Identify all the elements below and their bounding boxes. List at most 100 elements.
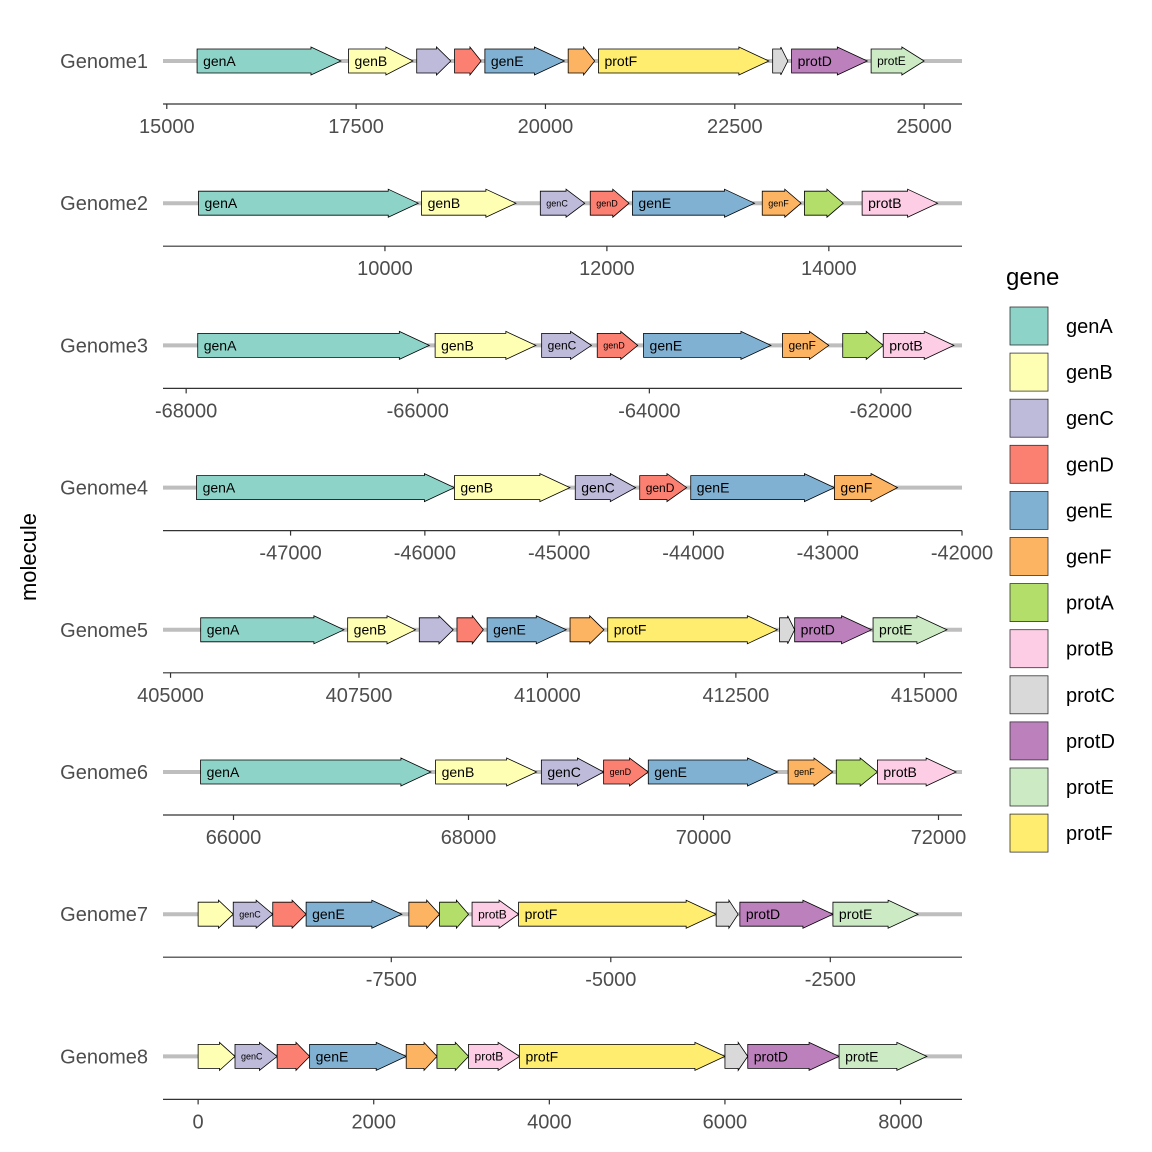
molecule-label: Genome8: [60, 1046, 148, 1068]
x-tick-label: -64000: [618, 400, 680, 422]
molecule-panel-genome8: Genome8 genC genE protB protF protD protE 0 2000…: [60, 1041, 962, 1133]
molecule-panel-genome5: Genome5 genA genB genE protF protD protE 405000…: [60, 614, 962, 707]
gene-arrow-genF: [834, 472, 899, 503]
gene-arrow-protD: [747, 1041, 841, 1072]
legend-swatch: [1009, 537, 1049, 576]
gene-arrow-genB: [435, 757, 538, 787]
gene-label: genC: [546, 198, 568, 208]
gene-label: genE: [493, 622, 526, 638]
legend-item-genC: genC: [1009, 398, 1114, 438]
x-tick-label: 22500: [707, 116, 763, 138]
gene-arrow-protD: [791, 46, 869, 76]
legend-item-genB: genB: [1009, 352, 1113, 392]
legend-label: protC: [1066, 685, 1115, 707]
molecule-panels: Genome1 genA genB genE protF protD protE 15000 1…: [60, 45, 993, 1133]
legend-item-genA: genA: [1009, 306, 1113, 346]
gene-label: protD: [798, 53, 832, 69]
molecule-panel-genome4: Genome4 genA genB genC genD genE genF -47000 -46…: [60, 472, 993, 565]
gene-label: genF: [840, 480, 872, 496]
gene-arrow-protC: [724, 1041, 749, 1072]
gene-label: genD: [646, 481, 675, 495]
x-tick-label: 410000: [514, 685, 581, 707]
gene-arrow-protF: [607, 615, 779, 645]
x-tick-label: 415000: [891, 685, 958, 707]
x-tick-label: 405000: [137, 685, 204, 707]
gene-arrow-genB: [347, 615, 417, 645]
gene-label: genA: [205, 195, 238, 211]
gene-arrow-genF: [567, 45, 596, 77]
gene-label: genD: [596, 198, 618, 208]
gene-label: genE: [650, 337, 683, 353]
gene-label: genA: [207, 764, 240, 780]
gene-arrow-genC: [574, 472, 637, 503]
gene-arrow-protC: [715, 898, 739, 930]
gene-arrow-genC: [540, 757, 605, 787]
x-tick-label: -2500: [805, 969, 856, 991]
gene-label: genA: [204, 337, 237, 353]
gene-arrow-genD: [596, 330, 639, 361]
gene-label: protB: [478, 907, 507, 921]
gene-label: genE: [654, 764, 687, 780]
gene-arrow-genA: [197, 330, 431, 361]
gene-arrow-genB: [197, 899, 234, 930]
gene-arrow-genE: [486, 615, 568, 645]
gene-label: protF: [614, 622, 647, 638]
x-tick-label: 407500: [326, 685, 393, 707]
gene-label: genB: [442, 764, 475, 780]
gene-label: genB: [460, 480, 493, 496]
gene-arrow-genB: [421, 188, 517, 218]
gene-label: protD: [746, 906, 780, 922]
legend-swatch: [1009, 306, 1049, 346]
x-tick-label: -46000: [394, 543, 456, 565]
legend-label: protB: [1066, 639, 1114, 661]
molecule-label: Genome5: [60, 620, 148, 642]
legend-label: genB: [1066, 362, 1113, 384]
gene-label: protD: [801, 622, 835, 638]
molecule-label: Genome4: [60, 478, 148, 500]
gene-arrow-genB: [197, 1041, 236, 1072]
legend-item-protA: protA: [1009, 583, 1114, 622]
gene-arrow-genC: [541, 330, 593, 361]
x-tick-label: -5000: [585, 969, 636, 991]
legend-swatch: [1009, 813, 1049, 853]
legend-label: protE: [1066, 777, 1114, 799]
gene-arrow-genE: [632, 188, 756, 218]
legend-swatch: [1009, 721, 1049, 761]
gene-arrow-genC: [234, 1041, 278, 1072]
gene-arrow-protA: [804, 188, 844, 219]
x-tick-label: 15000: [139, 116, 195, 138]
gene-label: protF: [525, 1048, 558, 1064]
gene-arrow-protE: [870, 46, 925, 76]
gene-arrow-genD: [454, 45, 482, 77]
gene-arrow-genC: [539, 188, 586, 219]
gene-label: genA: [203, 53, 236, 69]
x-tick-label: 8000: [878, 1111, 923, 1133]
legend-item-protB: protB: [1009, 629, 1114, 669]
gene-arrow-genE: [690, 472, 836, 503]
gene-label: protF: [604, 53, 637, 69]
gene-arrow-protB: [468, 1041, 521, 1072]
gene-arrow-genD: [589, 188, 630, 219]
x-tick-label: 10000: [357, 258, 413, 280]
gene-arrow-genD: [272, 899, 307, 930]
gene-arrow-genF: [408, 899, 441, 930]
x-tick-label: 72000: [911, 827, 967, 849]
gene-arrow-protF: [518, 899, 718, 929]
legend-swatch: [1009, 629, 1049, 669]
gene-arrow-genB: [434, 330, 537, 361]
gene-arrow-protB: [882, 330, 955, 361]
gene-arrow-protE: [838, 1041, 928, 1072]
molecule-panel-genome2: Genome2 genA genB genC genD genE genF protB 1000…: [60, 188, 962, 280]
legend-label: protD: [1066, 731, 1115, 753]
gene-arrow-genA: [198, 188, 420, 218]
gene-label: protB: [475, 1050, 504, 1064]
gene-label: genE: [697, 480, 730, 496]
gene-arrow-genF: [787, 757, 834, 787]
x-tick-label: 25000: [896, 116, 952, 138]
x-tick-label: 70000: [676, 827, 732, 849]
legend-label: genA: [1066, 316, 1113, 338]
gene-arrow-genF: [782, 330, 830, 361]
gene-label: genC: [241, 1052, 263, 1062]
gene-arrow-genC: [416, 46, 452, 76]
